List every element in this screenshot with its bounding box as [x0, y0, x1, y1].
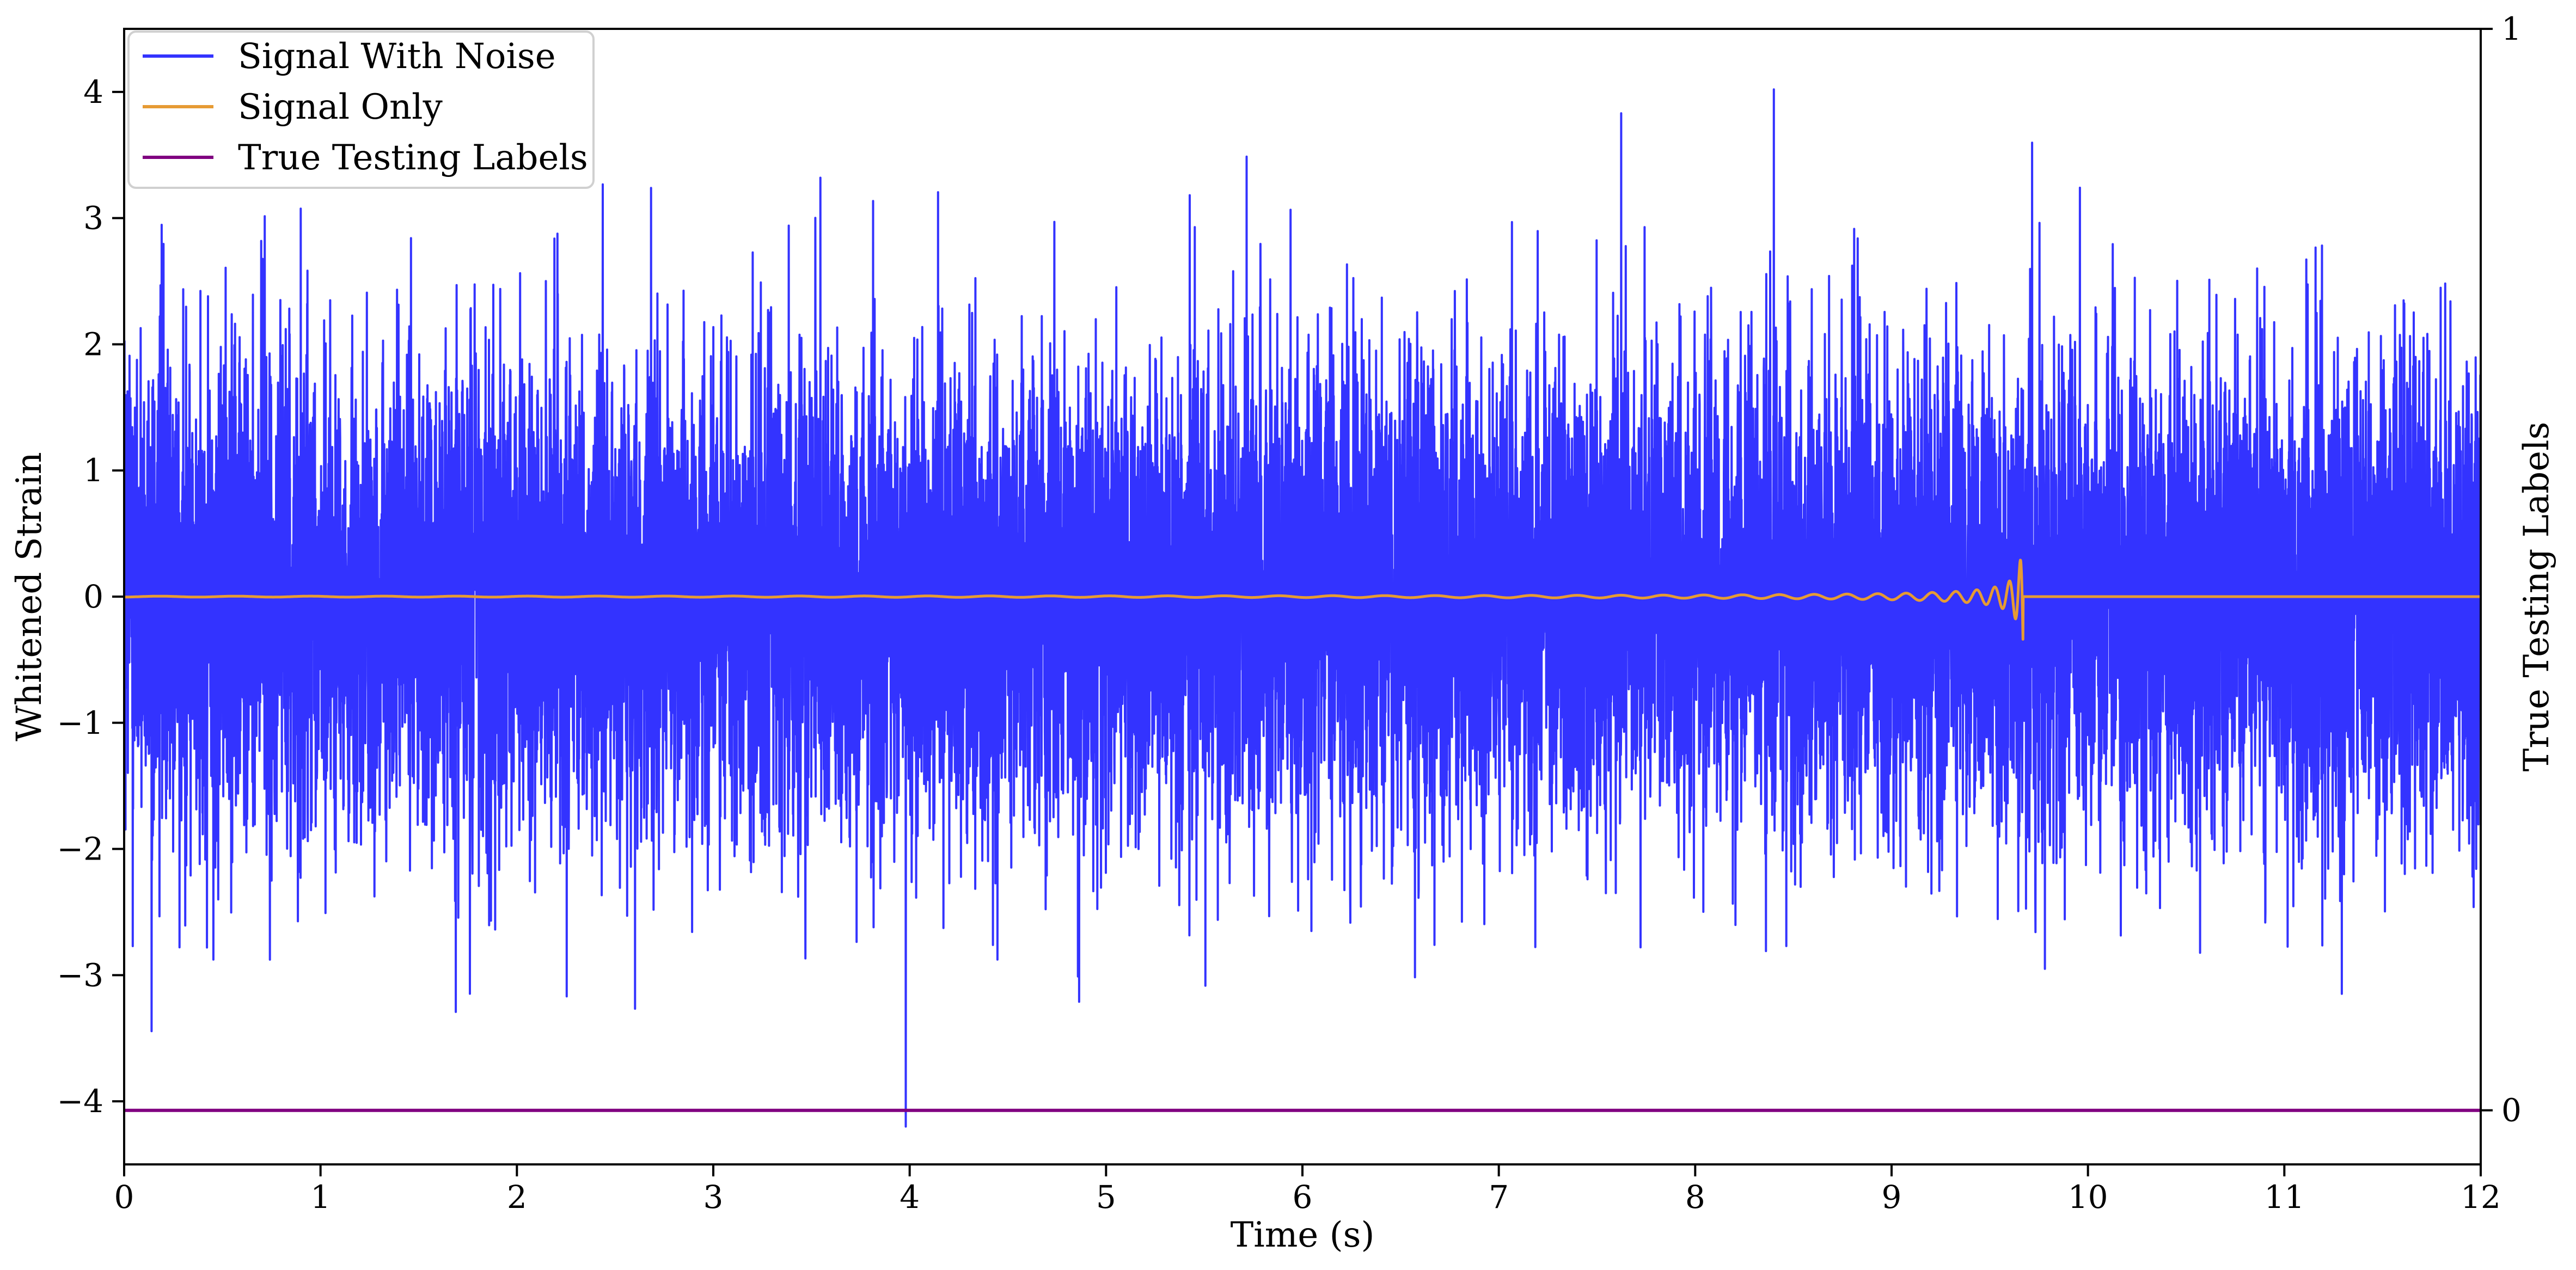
y-tick-label-8: 4 — [83, 73, 103, 111]
y-axis-right: 01 — [2481, 10, 2522, 1129]
y-tick-label-2: −2 — [57, 831, 104, 868]
y-tick-label-5: 1 — [83, 452, 103, 489]
x-tick-label-6: 6 — [1293, 1179, 1313, 1216]
x-tick-label-3: 3 — [703, 1179, 724, 1216]
y-tick-label-6: 2 — [83, 326, 103, 363]
legend: Signal With Noise Signal Only True Testi… — [127, 30, 595, 189]
x-tick-label-8: 8 — [1685, 1179, 1705, 1216]
plot-area — [124, 88, 2481, 1128]
x-tick-label-1: 1 — [310, 1179, 331, 1216]
x-axis: 0 1 2 3 4 5 6 7 8 9 10 11 12 — [114, 1164, 2501, 1216]
x-tick-label-4: 4 — [900, 1179, 920, 1216]
x-tick-label-9: 9 — [1882, 1179, 1902, 1216]
x-tick-label-12: 12 — [2461, 1179, 2501, 1216]
series-signal-only-line — [124, 559, 2481, 641]
legend-label-signal-only: Signal Only — [238, 87, 443, 127]
legend-box — [127, 30, 595, 189]
x-tick-label-11: 11 — [2264, 1179, 2304, 1216]
y-tick-label-7: 3 — [83, 200, 103, 237]
y-tick-label-4: 0 — [83, 578, 103, 615]
y-tick-label-3: −1 — [57, 704, 104, 741]
y-tick-label-1: −3 — [57, 956, 104, 993]
legend-label-true-testing-labels: True Testing Labels — [238, 138, 588, 178]
x-tick-label-10: 10 — [2068, 1179, 2108, 1216]
y-axis-left-label: Whitened Strain — [9, 452, 50, 741]
y-right-tick-label-0: 0 — [2501, 1092, 2522, 1129]
y-axis-right-label: True Testing Labels — [2517, 422, 2557, 772]
y-axis-left: −4 −3 −2 −1 0 1 2 3 4 — [57, 73, 124, 1120]
y-right-tick-label-1: 1 — [2501, 10, 2522, 47]
x-axis-label: Time (s) — [1231, 1215, 1375, 1255]
legend-label-signal-with-noise: Signal With Noise — [238, 36, 556, 77]
x-tick-label-5: 5 — [1096, 1179, 1116, 1216]
x-tick-label-0: 0 — [114, 1179, 134, 1216]
x-tick-label-7: 7 — [1489, 1179, 1509, 1216]
y-tick-label-0: −4 — [57, 1083, 104, 1120]
series-signal-with-noise-line — [124, 88, 2481, 1128]
x-tick-label-2: 2 — [507, 1179, 527, 1216]
